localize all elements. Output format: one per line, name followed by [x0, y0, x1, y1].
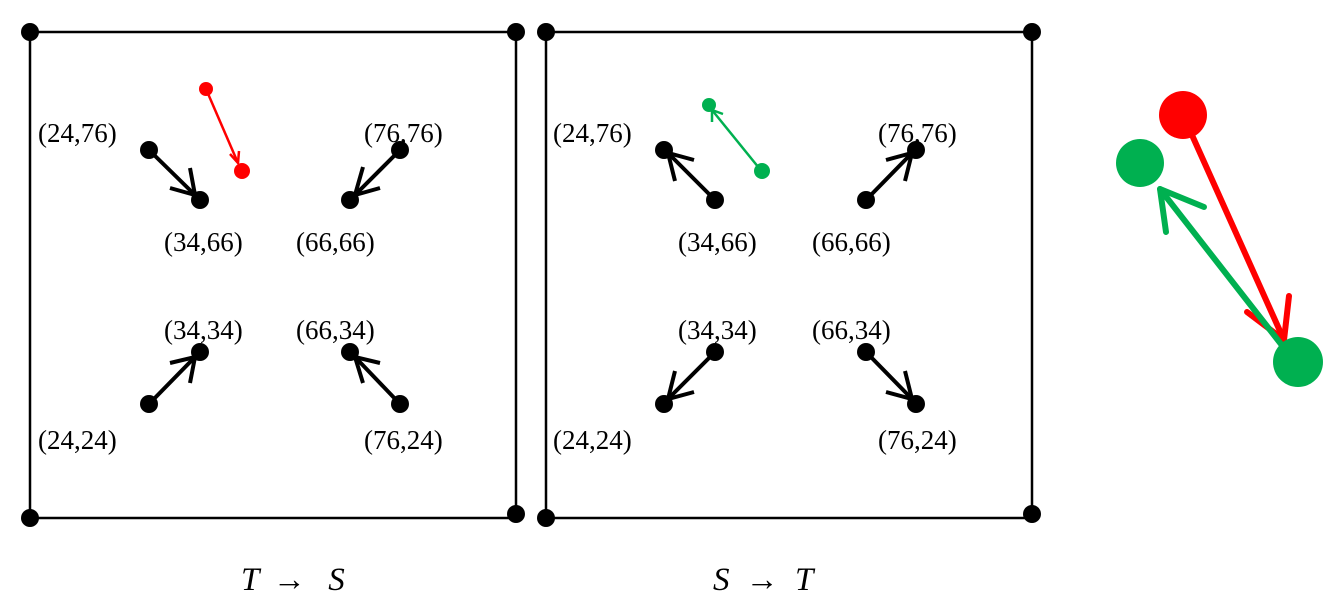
point-labels: (24,76) (34,66) (76,76) (66,66) (34,34) … [38, 118, 443, 455]
point-34-66 [191, 191, 209, 209]
caption-to: T [795, 562, 816, 598]
caption-arrow: → [273, 562, 306, 598]
label-76-24: (76,24) [878, 425, 957, 455]
point-34-34 [706, 343, 724, 361]
grid-points [655, 141, 925, 413]
point-34-34 [191, 343, 209, 361]
corner-dot-bottom-left [537, 509, 555, 527]
grid-points [140, 141, 409, 413]
corner-dot-bottom-right [1023, 505, 1041, 523]
zoom-green-arrow [1116, 139, 1323, 387]
point-24-24 [140, 395, 158, 413]
panel-s-to-t: (24,76) (34,66) (76,76) (66,66) (34,34) … [537, 23, 1041, 598]
mapping-arrows [147, 148, 402, 406]
arrow-76-24-to-66-34 [353, 355, 402, 406]
label-34-34: (34,34) [678, 315, 757, 345]
point-labels: (24,76) (34,66) (76,76) (66,66) (34,34) … [553, 118, 957, 455]
label-34-66: (34,66) [164, 227, 243, 257]
label-34-34: (34,34) [164, 315, 243, 345]
point-76-76 [391, 141, 409, 159]
label-66-34: (66,34) [296, 315, 375, 345]
point-24-76 [655, 141, 673, 159]
point-76-24 [391, 395, 409, 413]
label-76-24: (76,24) [364, 425, 443, 455]
corner-dot-bottom-right [507, 505, 525, 523]
label-24-24: (24,24) [38, 425, 117, 455]
arrow-24-24-to-34-34 [147, 355, 197, 406]
label-24-76: (24,76) [38, 118, 117, 148]
label-24-76: (24,76) [553, 118, 632, 148]
corner-dot-bottom-left [21, 509, 39, 527]
red-end-dot [234, 163, 250, 179]
corner-dot-top-right [1023, 23, 1041, 41]
label-24-24: (24,24) [553, 425, 632, 455]
caption-to: S [328, 562, 345, 598]
point-66-66 [341, 191, 359, 209]
zoom-green-start-dot [1273, 337, 1323, 387]
arrow-34-66-to-24-76 [666, 151, 717, 202]
caption-s-to-t: S → T [713, 562, 816, 598]
green-end-dot [702, 98, 716, 112]
zoom-red-arrow [1159, 91, 1292, 343]
point-66-66 [857, 191, 875, 209]
arrow-66-66-to-76-76 [864, 151, 914, 202]
corner-dot-top-right [507, 23, 525, 41]
mapping-arrows [665, 150, 915, 402]
red-start-dot [199, 82, 213, 96]
highlight-red-arrow [199, 82, 250, 179]
panel-t-to-s: (24,76) (34,66) (76,76) (66,66) (34,34) … [21, 23, 525, 598]
caption-t-to-s: T → S [241, 562, 345, 598]
corner-dot-top-left [21, 23, 39, 41]
caption-from: T [241, 562, 262, 598]
caption-from: S [713, 562, 730, 598]
label-66-34: (66,34) [812, 315, 891, 345]
zoom-inset [1116, 91, 1323, 387]
point-34-66 [706, 191, 724, 209]
zoom-green-end-dot [1116, 139, 1164, 187]
label-76-76: (76,76) [878, 118, 957, 148]
point-76-76 [907, 141, 925, 159]
label-34-66: (34,66) [678, 227, 757, 257]
arrow-24-76-to-34-66 [147, 148, 197, 197]
arrow-66-34-to-76-24 [864, 350, 914, 401]
highlight-green-arrow [702, 98, 770, 179]
panel-frame [28, 30, 518, 520]
zoom-red-dot [1159, 91, 1207, 139]
arrow-34-34-to-24-24 [666, 350, 717, 401]
label-66-66: (66,66) [296, 227, 375, 257]
label-66-66: (66,66) [812, 227, 891, 257]
point-24-24 [655, 395, 673, 413]
arrow-76-76-to-66-66 [353, 148, 402, 197]
label-76-76: (76,76) [364, 118, 443, 148]
point-66-34 [341, 343, 359, 361]
point-24-76 [140, 141, 158, 159]
panel-frame [544, 30, 1034, 520]
green-start-dot [754, 163, 770, 179]
point-66-34 [857, 343, 875, 361]
point-76-24 [907, 395, 925, 413]
caption-arrow: → [746, 562, 779, 598]
corner-dot-top-left [537, 23, 555, 41]
